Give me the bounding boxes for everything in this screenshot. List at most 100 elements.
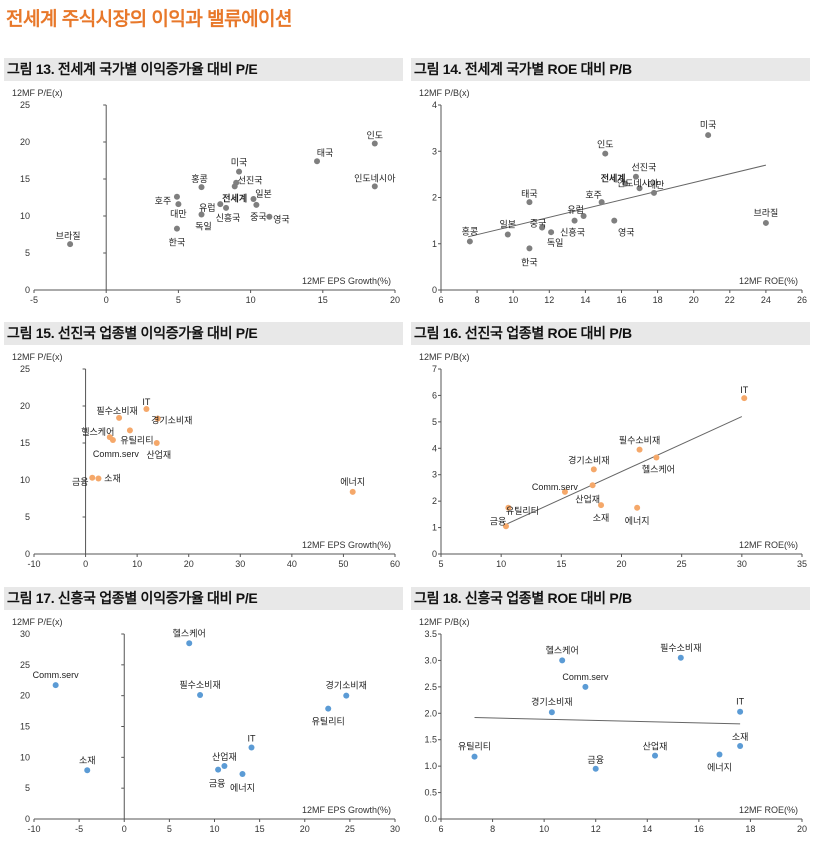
x-tick-label: -10 <box>27 559 40 569</box>
x-tick-label: 20 <box>689 295 699 305</box>
x-tick-label: 20 <box>184 559 194 569</box>
x-tick-label: 20 <box>797 824 807 834</box>
data-point <box>677 654 684 661</box>
data-point <box>52 682 59 689</box>
y-tick-label: 20 <box>20 401 30 411</box>
y-tick-label: 1.5 <box>424 735 437 745</box>
y-axis-label: 12MF P/E(x) <box>12 352 63 362</box>
data-label: 브라질 <box>56 230 81 241</box>
x-tick-label: -5 <box>30 295 38 305</box>
x-tick-label: 30 <box>390 824 400 834</box>
data-point <box>582 683 589 690</box>
data-point <box>502 523 509 530</box>
data-label: IT <box>248 733 257 743</box>
y-tick-label: 30 <box>20 629 30 639</box>
data-label: 태국 <box>521 189 538 199</box>
x-tick-label: 8 <box>475 295 480 305</box>
data-point <box>737 743 744 750</box>
x-tick-label: 0 <box>83 559 88 569</box>
y-tick-label: 25 <box>20 660 30 670</box>
data-point <box>650 189 657 196</box>
data-point <box>198 211 205 218</box>
figure-13: 그림 13. 전세계 국가별 이익증가율 대비 P/E 12MF P/E(x) 0… <box>4 58 403 312</box>
trend-line <box>504 416 743 526</box>
data-point <box>175 201 182 208</box>
data-label: 미국 <box>231 158 248 168</box>
data-label: 일본 <box>500 220 517 230</box>
y-tick-label: 7 <box>432 364 437 374</box>
data-label: 일본 <box>255 189 272 199</box>
x-tick-label: 50 <box>338 559 348 569</box>
x-axis-label: 12MF ROE(%) <box>739 540 798 550</box>
y-tick-label: 15 <box>20 438 30 448</box>
data-point <box>250 195 257 202</box>
data-point <box>636 185 643 192</box>
data-point <box>197 692 204 699</box>
data-point <box>622 180 629 187</box>
figure-15: 그림 15. 선진국 업종별 이익증가율 대비 P/E 12MF P/E(x) 0… <box>4 322 403 576</box>
data-label: IT <box>736 697 745 707</box>
data-point <box>371 140 378 147</box>
x-tick-label: 30 <box>737 559 747 569</box>
data-label: 태국 <box>317 148 334 158</box>
data-point <box>325 705 332 712</box>
y-axis-label: 12MF P/B(x) <box>419 352 470 362</box>
trend-line <box>467 164 767 238</box>
y-tick-label: 10 <box>20 475 30 485</box>
figure-14: 그림 14. 전세계 국가별 ROE 대비 P/B 12MF P/B(x) 0 1 2… <box>411 58 810 312</box>
y-tick-label: 2.0 <box>424 708 437 718</box>
x-tick-label: 0 <box>122 824 127 834</box>
data-point <box>632 173 639 180</box>
data-point <box>126 427 133 434</box>
data-label: 유틸리티 <box>458 742 491 752</box>
y-tick-label: 15 <box>20 722 30 732</box>
y-tick-label: 5 <box>25 512 30 522</box>
x-tick-label: 20 <box>616 559 626 569</box>
y-tick-label: 2 <box>432 193 437 203</box>
data-point <box>590 466 597 473</box>
data-label: 영국 <box>618 228 635 238</box>
data-point <box>248 744 255 751</box>
data-point <box>343 692 350 699</box>
figure-title: 그림 15. 선진국 업종별 이익증가율 대비 P/E <box>4 322 403 345</box>
x-tick-label: 14 <box>642 824 652 834</box>
data-point <box>705 132 712 139</box>
data-point <box>580 213 587 219</box>
x-tick-label: 14 <box>580 295 590 305</box>
chart-18: 12MF P/B(x) 0.0 0.5 1.0 1.5 2.0 2.5 3.0 3.5 6 8 10 1… <box>419 617 807 834</box>
x-tick-label: 6 <box>438 295 443 305</box>
data-point <box>653 454 660 461</box>
data-label: 미국 <box>700 120 717 130</box>
x-tick-label: 12 <box>591 824 601 834</box>
data-point <box>266 213 273 220</box>
x-tick-label: 8 <box>490 824 495 834</box>
y-tick-label: 15 <box>20 174 30 184</box>
x-tick-label: 15 <box>255 824 265 834</box>
y-tick-label: 6 <box>432 390 437 400</box>
data-label: 헬스케어 <box>546 645 579 655</box>
x-tick-label: 5 <box>438 559 443 569</box>
data-label: 중국 <box>250 212 267 222</box>
y-tick-label: 3 <box>432 470 437 480</box>
data-point <box>571 217 578 224</box>
data-label: 한국 <box>169 238 186 248</box>
x-tick-label: 5 <box>176 295 181 305</box>
y-tick-label: 2 <box>432 496 437 506</box>
x-axis-label: 12MF EPS Growth(%) <box>302 276 391 286</box>
data-point <box>143 405 150 412</box>
data-label: 산업재 <box>212 752 237 762</box>
y-tick-label: 0 <box>432 285 437 295</box>
data-label: 대만 <box>170 209 187 219</box>
data-label: 헬스케어 <box>642 465 675 475</box>
data-point <box>223 204 230 211</box>
y-tick-label: 0 <box>25 285 30 295</box>
x-axis-label: 12MF EPS Growth(%) <box>302 540 391 550</box>
data-point <box>95 475 102 482</box>
data-point <box>173 193 180 200</box>
data-label: 헬스케어 <box>81 427 114 437</box>
y-tick-label: 20 <box>20 691 30 701</box>
y-axis-label: 12MF P/B(x) <box>419 88 470 98</box>
data-label: 소재 <box>732 732 749 742</box>
